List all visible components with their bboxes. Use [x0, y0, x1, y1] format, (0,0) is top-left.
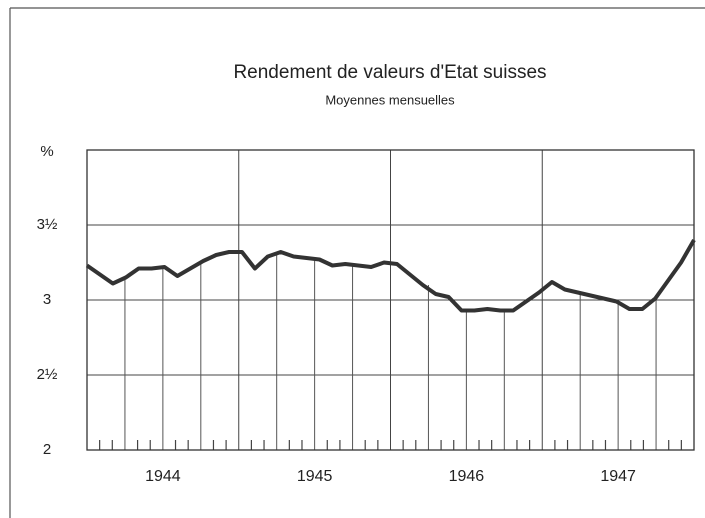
data-line — [85, 239, 696, 313]
x-tick-label: 1947 — [600, 468, 636, 485]
y-tick-label: 2½ — [37, 366, 58, 383]
x-tick-label: 1944 — [145, 468, 181, 485]
y-tick-label: 3½ — [37, 216, 58, 233]
y-tick-label: 3 — [43, 291, 51, 308]
chart-subtitle: Moyennes mensuelles — [325, 92, 455, 107]
x-tick-label: 1945 — [297, 468, 333, 485]
plot-frame — [86, 149, 695, 451]
chart-title: Rendement de valeurs d'Etat suisses — [233, 62, 546, 83]
y-axis-label: % — [40, 143, 53, 160]
y-tick-label: 2 — [43, 441, 51, 458]
x-tick-label: 1946 — [449, 468, 485, 485]
